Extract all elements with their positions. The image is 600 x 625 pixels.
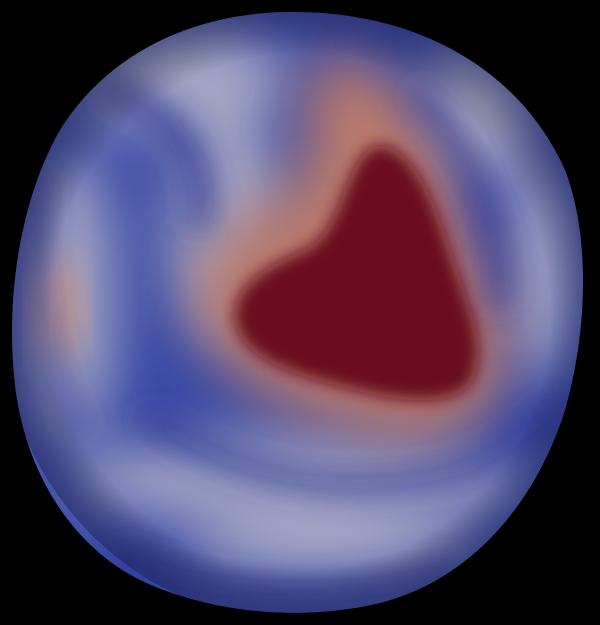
rim-shading [12,11,584,613]
render-viewport[interactable] [0,0,600,625]
sphere-surface [12,11,584,613]
scalar-field-render[interactable] [0,0,600,625]
